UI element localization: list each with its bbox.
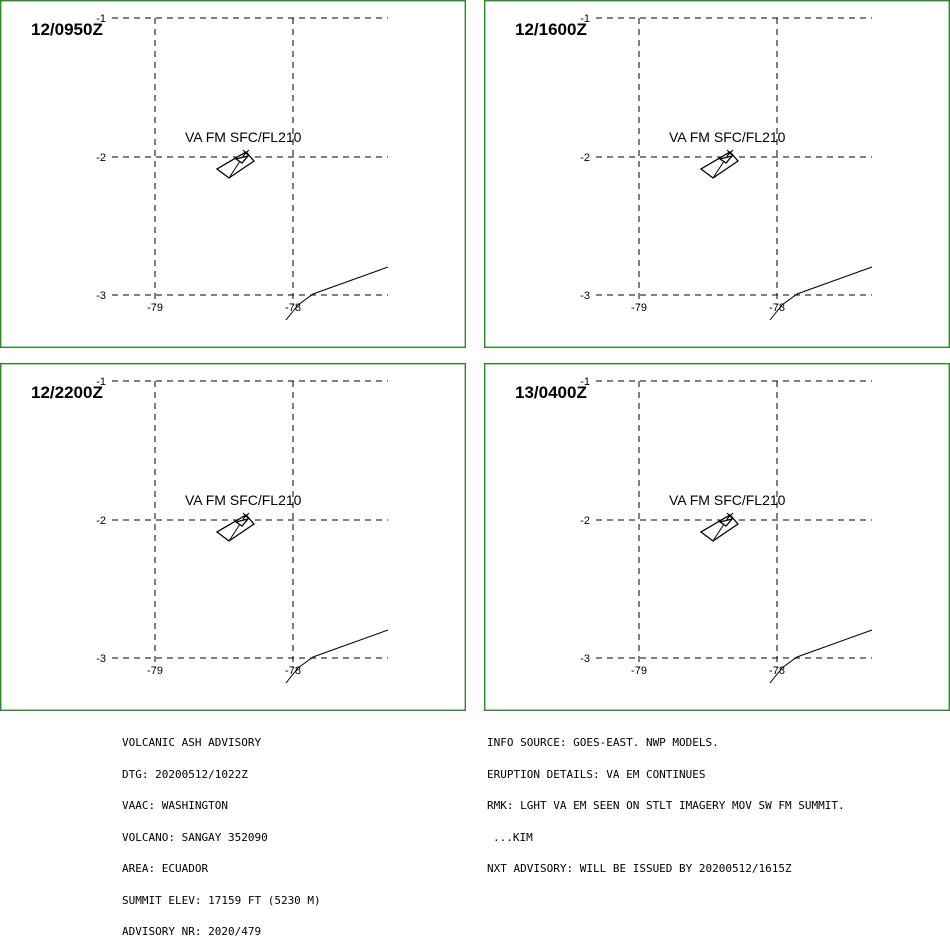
ash-cloud-label: VA FM SFC/FL210 <box>185 492 302 508</box>
longitude-tick-label: -78 <box>285 665 301 677</box>
advisory-line: SUMMIT ELEV: 17159 FT (5230 M) <box>122 893 321 907</box>
latitude-tick-label: -1 <box>96 13 106 25</box>
advisory-line: VOLCANIC ASH ADVISORY <box>122 736 262 749</box>
panel-frame <box>0 362 467 712</box>
forecast-panel: -1 -2 -3 -79 -78 13/0400Z VA FM SFC/FL210 <box>483 362 950 712</box>
longitude-tick-label: -78 <box>285 302 301 314</box>
longitude-tick-label: -78 <box>769 665 785 677</box>
ash-cloud-inner <box>234 517 250 527</box>
ash-cloud-edge <box>712 514 731 542</box>
forecast-map: -1 -2 -3 -79 -78 12/2200Z VA FM SFC/FL210 <box>0 362 467 712</box>
latitude-tick-label: -1 <box>580 376 590 388</box>
advisory-info-left: VOLCANIC ASH ADVISORY DTG: 20200512/1022… <box>122 717 321 948</box>
ash-cloud-label: VA FM SFC/FL210 <box>669 492 786 508</box>
latitude-tick-label: -3 <box>580 290 590 302</box>
ash-cloud-edge <box>712 151 731 179</box>
advisory-line: VOLCANO: SANGAY 352090 <box>122 830 268 844</box>
advisory-line: AREA: ECUADOR <box>122 862 209 875</box>
panel-frame <box>483 362 950 712</box>
forecast-map: -1 -2 -3 -79 -78 12/1600Z VA FM SFC/FL210 <box>483 0 950 349</box>
panel-time-title: 12/2200Z <box>31 383 103 402</box>
latitude-tick-label: -1 <box>96 376 106 388</box>
forecast-map: -1 -2 -3 -79 -78 13/0400Z VA FM SFC/FL210 <box>483 362 950 712</box>
panel-time-title: 12/1600Z <box>515 20 587 39</box>
ash-cloud-inner <box>718 517 734 527</box>
forecast-panel: -1 -2 -3 -79 -78 12/1600Z VA FM SFC/FL210 <box>483 0 950 349</box>
advisory-line: ...KIM <box>493 830 533 844</box>
coastline <box>285 266 389 321</box>
latitude-tick-label: -2 <box>580 515 590 527</box>
advisory-line: INFO SOURCE: GOES-EAST. NWP MODELS. <box>487 736 719 749</box>
advisory-line: DTG: 20200512/1022Z <box>122 767 248 781</box>
panel-time-title: 13/0400Z <box>515 383 587 402</box>
volcano-icon <box>726 149 734 157</box>
longitude-tick-label: -79 <box>147 302 163 314</box>
latitude-tick-label: -3 <box>96 653 106 665</box>
forecast-panel: -1 -2 -3 -79 -78 12/0950Z VA FM SFC/FL210 <box>0 0 467 349</box>
panel-frame <box>0 0 467 349</box>
longitude-tick-label: -79 <box>631 302 647 314</box>
volcano-icon <box>242 512 250 520</box>
advisory-line: NXT ADVISORY: WILL BE ISSUED BY 20200512… <box>487 862 792 875</box>
advisory-line: VAAC: WASHINGTON <box>122 799 228 812</box>
coastline <box>769 266 873 321</box>
advisory-line: ERUPTION DETAILS: VA EM CONTINUES <box>487 767 706 781</box>
coastline <box>285 629 389 684</box>
ash-cloud-label: VA FM SFC/FL210 <box>185 129 302 145</box>
latitude-tick-label: -1 <box>580 13 590 25</box>
latitude-tick-label: -2 <box>580 152 590 164</box>
forecast-panel: -1 -2 -3 -79 -78 12/2200Z VA FM SFC/FL210 <box>0 362 467 712</box>
latitude-tick-label: -3 <box>96 290 106 302</box>
coastline <box>769 629 873 684</box>
panel-frame <box>483 0 950 349</box>
advisory-line: RMK: LGHT VA EM SEEN ON STLT IMAGERY MOV… <box>487 799 845 812</box>
longitude-tick-label: -79 <box>147 665 163 677</box>
latitude-tick-label: -3 <box>580 653 590 665</box>
longitude-tick-label: -78 <box>769 302 785 314</box>
ash-cloud-inner <box>718 154 734 164</box>
ash-cloud-edge <box>228 151 247 179</box>
longitude-tick-label: -79 <box>631 665 647 677</box>
ash-cloud-inner <box>234 154 250 164</box>
volcano-icon <box>242 149 250 157</box>
advisory-info-right: INFO SOURCE: GOES-EAST. NWP MODELS. ERUP… <box>487 717 845 885</box>
volcano-icon <box>726 512 734 520</box>
latitude-tick-label: -2 <box>96 152 106 164</box>
ash-cloud-label: VA FM SFC/FL210 <box>669 129 786 145</box>
ash-cloud-edge <box>228 514 247 542</box>
forecast-map: -1 -2 -3 -79 -78 12/0950Z VA FM SFC/FL210 <box>0 0 467 349</box>
panel-time-title: 12/0950Z <box>31 20 103 39</box>
latitude-tick-label: -2 <box>96 515 106 527</box>
advisory-line: ADVISORY NR: 2020/479 <box>122 925 262 938</box>
